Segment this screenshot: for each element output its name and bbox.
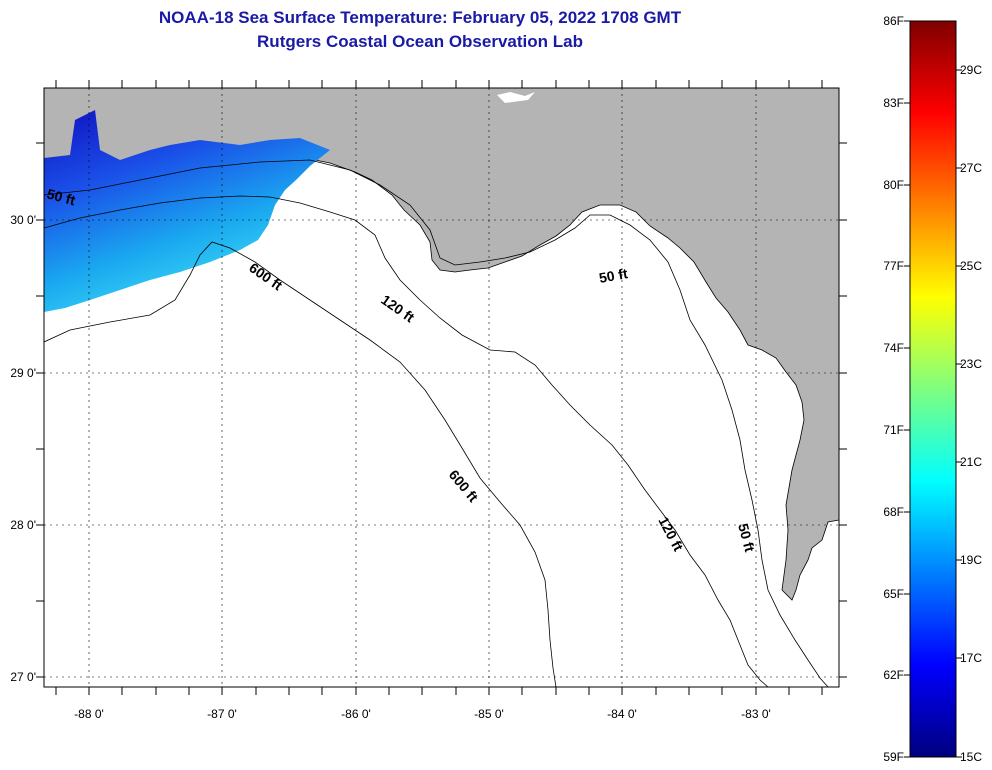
lat-label: 27 0' — [10, 670, 36, 684]
colorbar-f-label: 68F — [883, 505, 904, 519]
colorbar-f-label: 77F — [883, 259, 904, 273]
contour-label: 50 ft — [598, 265, 629, 286]
map-subtitle: Rutgers Coastal Ocean Observation Lab — [257, 32, 583, 51]
colorbar-f-label: 83F — [883, 96, 904, 110]
colorbar-c-label: 23C — [960, 357, 982, 371]
map-frame — [43, 87, 840, 688]
contour-120ft — [44, 195, 769, 687]
lon-label: -88 0' — [74, 707, 104, 721]
colorbar-c-label: 15C — [960, 750, 982, 764]
colorbar-f-label: 65F — [883, 587, 904, 601]
colorbar-c-label: 19C — [960, 553, 982, 567]
colorbar: 86F 83F 80F 77F 74F 71F 68F 65F 62F 59F … — [883, 14, 982, 764]
lon-label: -86 0' — [341, 707, 371, 721]
map-area: 50 ft 600 ft 120 ft 50 ft 600 ft 120 ft … — [44, 88, 839, 687]
map-title: NOAA-18 Sea Surface Temperature: Februar… — [158, 8, 682, 27]
colorbar-c-label: 27C — [960, 161, 982, 175]
colorbar-f-label: 71F — [883, 423, 904, 437]
lat-label: 30 0' — [10, 213, 36, 227]
colorbar-f-label: 74F — [883, 341, 904, 355]
colorbar-f-label: 80F — [883, 178, 904, 192]
lon-label: -87 0' — [207, 707, 237, 721]
lat-label: 28 0' — [10, 518, 36, 532]
colorbar-f-label: 59F — [883, 750, 904, 764]
colorbar-f-label: 62F — [883, 668, 904, 682]
colorbar-c-label: 17C — [960, 651, 982, 665]
lon-label: -83 0' — [741, 707, 771, 721]
sst-data-patch — [44, 110, 330, 312]
cloud-artifact — [497, 92, 535, 103]
contour-label: 50 ft — [45, 185, 77, 208]
colorbar-c-label: 29C — [960, 63, 982, 77]
colorbar-gradient — [909, 20, 957, 758]
lat-label: 29 0' — [10, 366, 36, 380]
colorbar-f-label: 86F — [883, 14, 904, 28]
colorbar-c-label: 21C — [960, 455, 982, 469]
colorbar-ticks — [904, 20, 962, 758]
lon-label: -84 0' — [607, 707, 637, 721]
axis-labels: 30 0' 29 0' 28 0' 27 0' -88 0' -87 0' -8… — [10, 213, 770, 721]
graticule — [44, 88, 839, 687]
lon-label: -85 0' — [474, 707, 504, 721]
colorbar-c-label: 25C — [960, 259, 982, 273]
contour-600ft — [44, 241, 557, 687]
contour-label: 50 ft — [735, 522, 758, 554]
axis-ticks — [36, 80, 847, 695]
